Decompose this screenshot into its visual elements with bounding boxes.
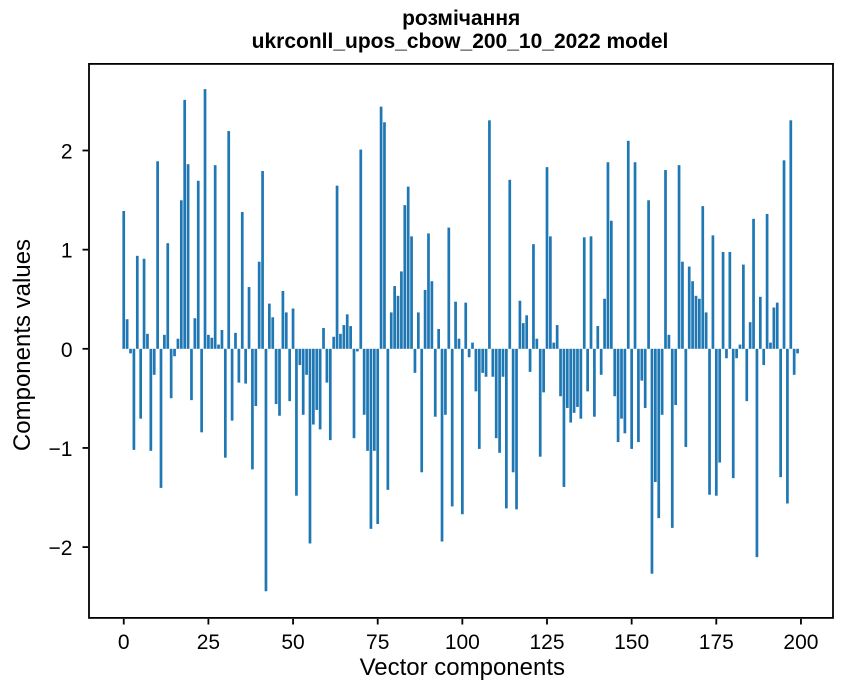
svg-text:Vector components: Vector components: [360, 654, 565, 681]
svg-text:0: 0: [61, 339, 73, 362]
svg-text:Components values: Components values: [9, 239, 36, 451]
svg-text:50: 50: [281, 631, 304, 654]
svg-text:−2: −2: [49, 537, 73, 560]
svg-text:125: 125: [529, 631, 564, 654]
svg-text:75: 75: [366, 631, 389, 654]
svg-text:розмічання: розмічання: [402, 7, 520, 30]
svg-text:200: 200: [783, 631, 818, 654]
svg-text:−1: −1: [49, 438, 73, 461]
svg-text:25: 25: [197, 631, 220, 654]
svg-text:ukrconll_upos_cbow_200_10_2022: ukrconll_upos_cbow_200_10_2022 model: [252, 30, 669, 53]
svg-text:2: 2: [61, 141, 73, 164]
svg-text:0: 0: [118, 631, 130, 654]
svg-text:150: 150: [614, 631, 649, 654]
svg-text:100: 100: [445, 631, 480, 654]
svg-text:175: 175: [699, 631, 734, 654]
svg-text:1: 1: [61, 240, 73, 263]
